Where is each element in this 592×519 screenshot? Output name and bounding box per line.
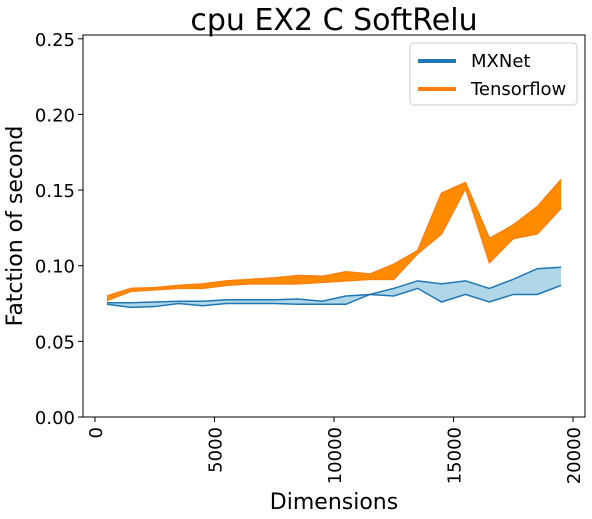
y-tick-label: 0.10 (35, 257, 75, 278)
line-tensorflow-lower (106, 186, 562, 302)
legend-label-tensorflow: Tensorflow (470, 79, 566, 100)
y-tick-label: 0.00 (35, 408, 75, 429)
line-tensorflow-upper (106, 178, 562, 297)
series-lines (106, 178, 562, 309)
line-mxnet-upper (106, 266, 562, 304)
x-axis: 0 5000 10000 15000 20000 (86, 417, 585, 484)
x-tick-label: 20000 (564, 427, 585, 484)
chart-title: cpu EX2 C SoftRelu (190, 3, 477, 38)
x-tick-label: 10000 (325, 427, 346, 484)
y-tick-label: 0.15 (35, 181, 75, 202)
y-tick-label: 0.20 (35, 105, 75, 126)
band-mxnet (106, 267, 562, 308)
x-tick-label: 0 (86, 427, 107, 438)
y-tick-label: 0.05 (35, 332, 75, 353)
y-axis-title: Fatction of second (3, 126, 28, 327)
x-tick-label: 15000 (445, 427, 466, 484)
series-bands (106, 179, 562, 308)
legend: MXNet Tensorflow (409, 42, 578, 106)
x-tick-label: 5000 (205, 427, 226, 473)
line-mxnet-lower (106, 284, 562, 309)
y-tick-label: 0.25 (35, 30, 75, 51)
legend-label-mxnet: MXNet (471, 51, 530, 72)
y-axis: 0.00 0.05 0.10 0.15 0.20 0.25 (35, 30, 83, 429)
x-axis-title: Dimensions (270, 490, 398, 515)
band-tensorflow (106, 179, 562, 301)
